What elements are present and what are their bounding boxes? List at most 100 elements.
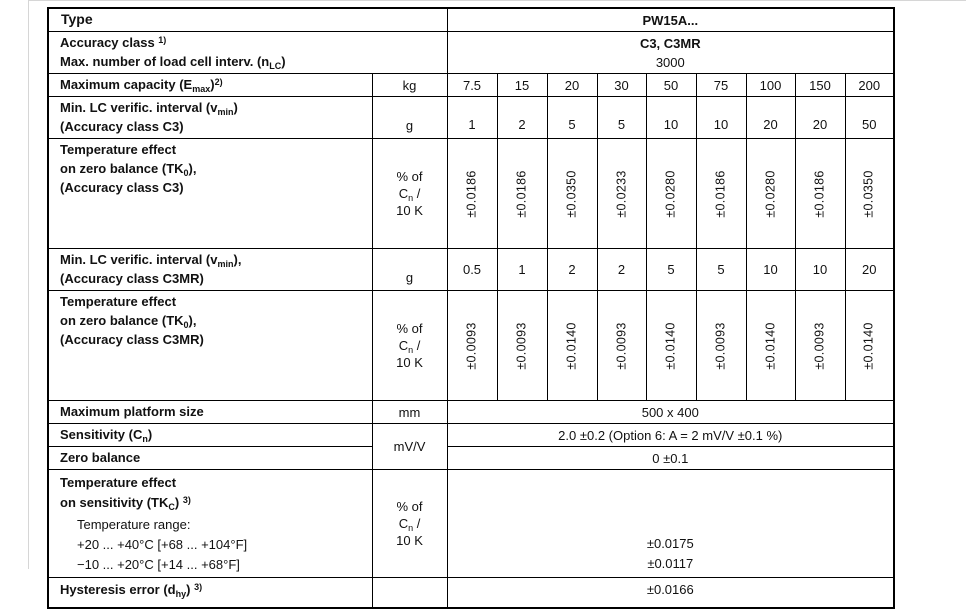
row-tkc: Temperature effect on sensitivity (TKC) …: [47, 469, 895, 578]
vmin-c3-value-cell: 20: [745, 96, 796, 139]
hysteresis-value: ±0.0166: [446, 577, 895, 608]
tk0-c3mr-unit: % of Cn /10 K: [371, 290, 448, 401]
tkc-range-2: −10 ... +20°C [+14 ... +68°F]: [77, 557, 240, 572]
page-edge-top: [28, 0, 966, 1]
tk0-c3-value-cell: ±0.0186: [496, 138, 548, 249]
tk0-c3mr-value-cell: ±0.0140: [546, 290, 598, 401]
tk0-c3mr-value-cell: ±0.0093: [794, 290, 846, 401]
platform-unit: mm: [371, 400, 448, 424]
vmin-c3mr-value-cell: 2: [596, 248, 647, 291]
vmin-c3-value-cell: 5: [596, 96, 647, 139]
vmin-c3-value-cell: 1: [446, 96, 498, 139]
sensitivity-label: Sensitivity (Cn): [47, 423, 373, 447]
vmin-c3-value-cell: 10: [695, 96, 747, 139]
vmin-c3mr-value-cell: 1: [496, 248, 548, 291]
accuracy-label-cell: Accuracy class 1) Max. number of load ce…: [47, 31, 448, 74]
row-platform: Maximum platform size mm 500 x 400: [47, 400, 895, 424]
type-label: Type: [47, 7, 448, 32]
tk0-c3-value-cell: ±0.0350: [844, 138, 895, 249]
tk0-c3-unit: % of Cn /10 K: [371, 138, 448, 249]
capacity-value-cell: 20: [546, 73, 598, 97]
accuracy-class-label: Accuracy class 1): [60, 35, 167, 50]
vmin-c3-label-line1: Min. LC verific. interval (vmin): [60, 100, 238, 117]
accuracy-class-value: C3, C3MR: [639, 36, 701, 51]
page-edge-left: [28, 0, 29, 569]
tk0-c3mr-value-cell: ±0.0093: [446, 290, 498, 401]
row-tk0-c3: Temperature effect on zero balance (TK0)…: [47, 138, 895, 249]
vmin-c3mr-value-cell: 20: [844, 248, 895, 291]
tk0-c3-value-cell: ±0.0280: [645, 138, 697, 249]
tk0-c3mr-value-cell: ±0.0140: [645, 290, 697, 401]
capacity-value-cell: 50: [645, 73, 697, 97]
tk0-c3-label-line3: (Accuracy class C3): [60, 180, 184, 195]
vmin-c3mr-label-line2: (Accuracy class C3MR): [60, 271, 204, 286]
tkc-label-line2: on sensitivity (TKC) 3): [60, 495, 191, 512]
hysteresis-unit: [371, 577, 448, 608]
row-vmin-c3: Min. LC verific. interval (vmin) (Accura…: [47, 96, 895, 139]
tk0-c3-value-cell: ±0.0186: [794, 138, 846, 249]
sensitivity-value: 2.0 ±0.2 (Option 6: A = 2 mV/V ±0.1 %): [446, 423, 895, 447]
spec-table: Type PW15A... Accuracy class 1) Max. num…: [47, 7, 896, 609]
row-type: Type PW15A...: [47, 7, 895, 32]
vmin-c3-value-cell: 10: [645, 96, 697, 139]
tkc-value-2: ±0.0117: [647, 556, 694, 571]
vmin-c3mr-value-cell: 5: [695, 248, 747, 291]
row-zero-balance: Zero balance 0 ±0.1: [47, 446, 895, 470]
max-intervals-label: Max. number of load cell interv. (nLC): [60, 54, 286, 71]
tk0-c3-value-cell: ±0.0350: [546, 138, 598, 249]
tk0-c3-value-cell: ±0.0233: [596, 138, 647, 249]
vmin-c3-value-cell: 50: [844, 96, 895, 139]
capacity-value-cell: 150: [794, 73, 846, 97]
row-capacity: Maximum capacity (Emax)2) kg 7.5 15 20 3…: [47, 73, 895, 97]
tk0-c3-label-line1: Temperature effect: [60, 142, 177, 157]
capacity-value-cell: 75: [695, 73, 747, 97]
platform-value: 500 x 400: [446, 400, 895, 424]
vmin-c3-label-line2: (Accuracy class C3): [60, 119, 184, 134]
capacity-value-cell: 200: [844, 73, 895, 97]
tkc-range-1: +20 ... +40°C [+68 ... +104°F]: [77, 537, 248, 552]
capacity-value-cell: 100: [745, 73, 796, 97]
vmin-c3-value-cell: 20: [794, 96, 846, 139]
tkc-value-1: ±0.0175: [646, 536, 694, 551]
row-sensitivity: Sensitivity (Cn) mV/V 2.0 ±0.2 (Option 6…: [47, 423, 895, 470]
datasheet-page: { "table": { "type_row": { "label": "Typ…: [28, 0, 966, 609]
tk0-c3-label-line2: on zero balance (TK0),: [60, 161, 197, 178]
tkc-label-cell: Temperature effect on sensitivity (TKC) …: [47, 469, 373, 578]
tk0-c3mr-value-cell: ±0.0140: [745, 290, 796, 401]
vmin-c3-value-cell: 2: [496, 96, 548, 139]
type-value: PW15A...: [446, 7, 895, 32]
max-intervals-value: 3000: [655, 55, 685, 70]
vmin-c3mr-label-line1: Min. LC verific. interval (vmin),: [60, 252, 242, 269]
platform-label: Maximum platform size: [47, 400, 373, 424]
vmin-c3mr-value-cell: 2: [546, 248, 598, 291]
tk0-c3mr-value-cell: ±0.0140: [844, 290, 895, 401]
vmin-c3mr-value-cell: 10: [745, 248, 796, 291]
tk0-c3mr-value-cell: ±0.0093: [496, 290, 548, 401]
capacity-value-cell: 15: [496, 73, 548, 97]
tkc-value-cell: ±0.0175 ±0.0117: [446, 469, 895, 578]
hysteresis-label: Hysteresis error (dhy) 3): [47, 577, 373, 608]
vmin-c3-unit: g: [371, 96, 448, 139]
capacity-unit: kg: [371, 73, 448, 97]
tkc-unit: % of Cn /10 K: [371, 469, 448, 578]
tk0-c3-value-cell: ±0.0186: [695, 138, 747, 249]
sensitivity-unit: mV/V: [371, 423, 448, 470]
tk0-c3-value-cell: ±0.0186: [446, 138, 498, 249]
capacity-value-cell: 7.5: [446, 73, 498, 97]
tk0-c3mr-value-cell: ±0.0093: [596, 290, 647, 401]
vmin-c3-label-cell: Min. LC verific. interval (vmin) (Accura…: [47, 96, 373, 139]
zero-balance-label: Zero balance: [47, 446, 373, 470]
tk0-c3mr-value-cell: ±0.0093: [695, 290, 747, 401]
accuracy-value-cell: C3, C3MR 3000: [446, 31, 895, 74]
tk0-c3mr-label-line1: Temperature effect: [60, 294, 177, 309]
row-vmin-c3mr: Min. LC verific. interval (vmin), (Accur…: [47, 248, 895, 291]
vmin-c3mr-unit: g: [371, 248, 448, 291]
vmin-c3mr-value-cell: 0.5: [446, 248, 498, 291]
zero-balance-value: 0 ±0.1: [446, 446, 895, 470]
capacity-label: Maximum capacity (Emax)2): [47, 73, 373, 97]
vmin-c3mr-label-cell: Min. LC verific. interval (vmin), (Accur…: [47, 248, 373, 291]
vmin-c3-value-cell: 5: [546, 96, 598, 139]
vmin-c3mr-value-cell: 5: [645, 248, 697, 291]
tk0-c3-value-cell: ±0.0280: [745, 138, 796, 249]
row-tk0-c3mr: Temperature effect on zero balance (TK0)…: [47, 290, 895, 401]
